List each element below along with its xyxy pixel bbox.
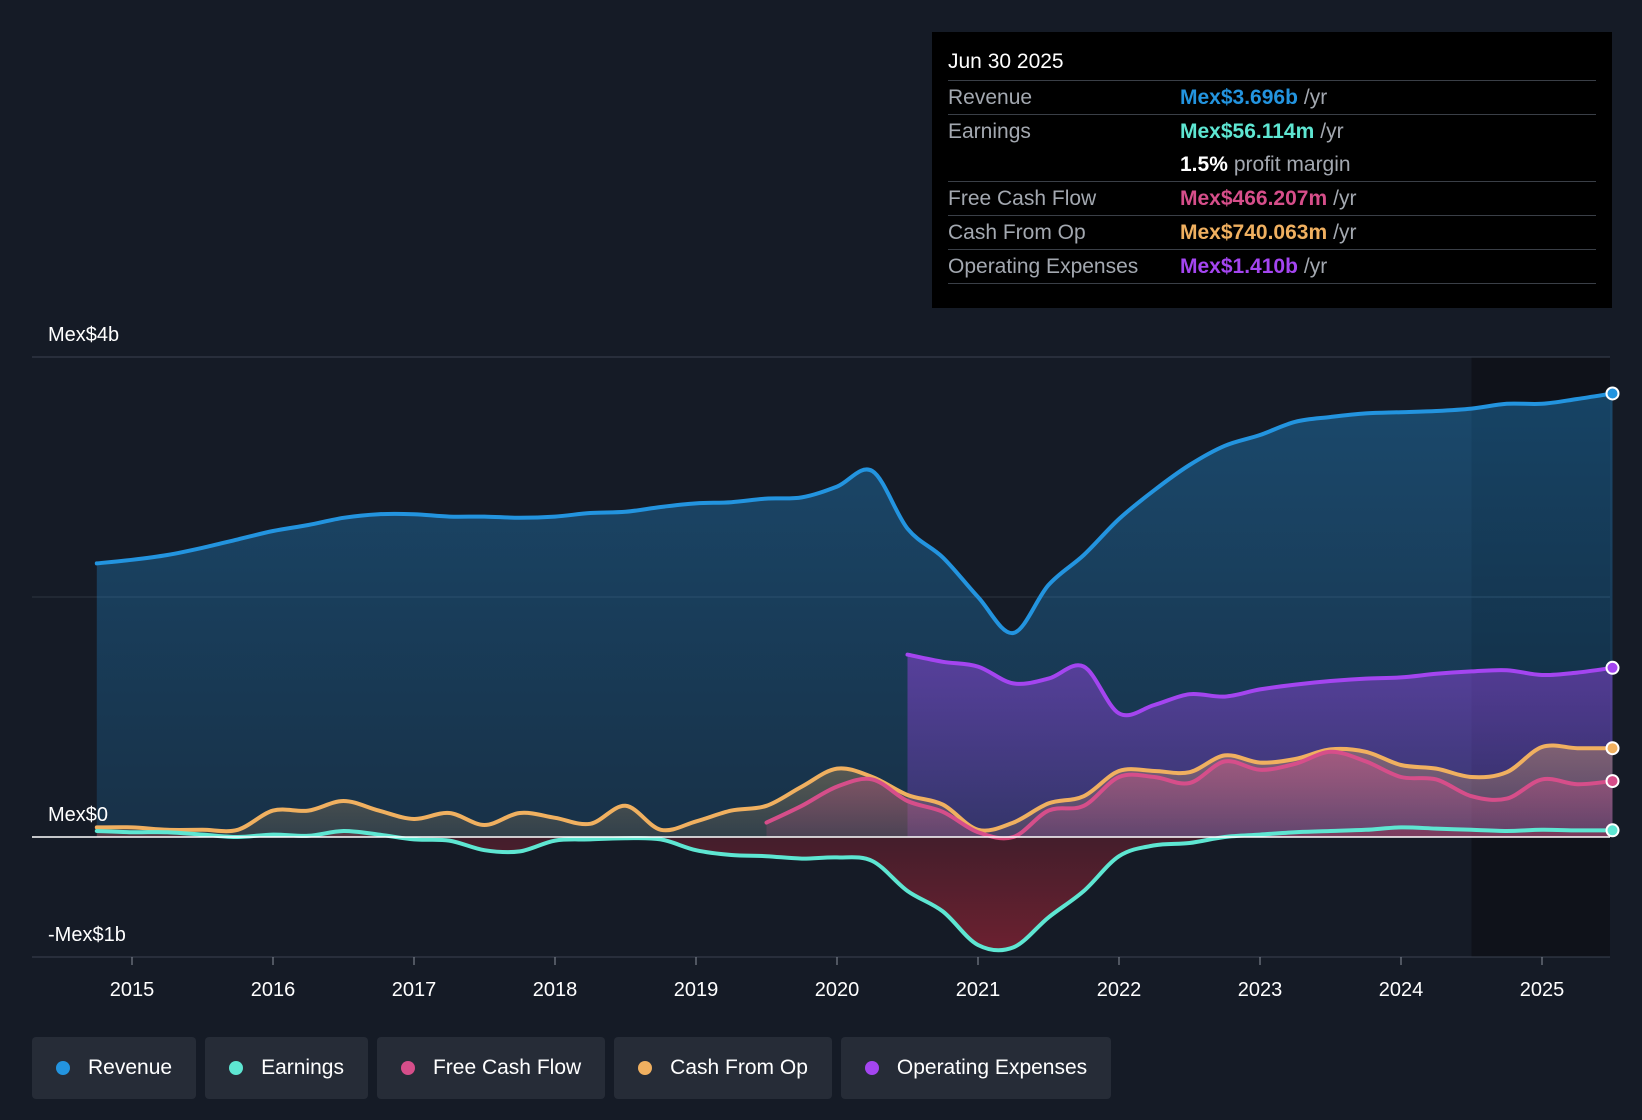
- x-tick-label: 2024: [1379, 979, 1424, 1001]
- tooltip-label: Free Cash Flow: [948, 187, 1097, 210]
- tooltip-row-free-cash-flow: Free Cash Flow Mex$466.207m /yr: [948, 181, 1596, 215]
- x-tick-label: 2022: [1097, 979, 1142, 1001]
- tooltip-unit: profit margin: [1233, 153, 1351, 176]
- legend-item-free-cash-flow[interactable]: Free Cash Flow: [376, 1037, 606, 1099]
- x-tick-label: 2021: [956, 979, 1001, 1001]
- tooltip-unit: /yr: [1333, 187, 1357, 210]
- tooltip-value: Mex$1.410b: [1180, 255, 1298, 278]
- legend-label: Revenue: [88, 1056, 173, 1079]
- x-tick-label: 2020: [815, 979, 860, 1001]
- revenue-endpoint: [1605, 386, 1620, 401]
- legend-item-revenue[interactable]: Revenue: [32, 1037, 197, 1099]
- x-tick-label: 2019: [674, 979, 719, 1001]
- tooltip-unit: /yr: [1320, 120, 1344, 143]
- revenue-line: [94, 391, 1615, 635]
- x-tick-label: 2015: [110, 979, 155, 1001]
- legend-label: Free Cash Flow: [432, 1056, 582, 1079]
- tooltip-row-cash-from-op: Cash From Op Mex$740.063m /yr: [948, 215, 1596, 249]
- x-tick-label: 2017: [392, 979, 437, 1001]
- cash-from-op-line: [94, 743, 1615, 834]
- earnings-endpoint: [1605, 823, 1620, 838]
- tooltip-label: Revenue: [948, 86, 1033, 109]
- legend-dot-icon: [864, 1061, 879, 1075]
- x-tick-label: 2023: [1238, 979, 1283, 1001]
- tooltip-label: Cash From Op: [948, 221, 1086, 244]
- legend-label: Cash From Op: [670, 1056, 808, 1079]
- x-tick-label: 2016: [251, 979, 296, 1001]
- earnings-line: [94, 825, 1615, 953]
- tooltip-row-profit-margin: 1.5% profit margin: [948, 148, 1596, 181]
- legend-label: Earnings: [261, 1056, 344, 1079]
- legend-dot-icon: [229, 1061, 244, 1075]
- free-cash-flow-area: [766, 751, 1613, 839]
- operating-expenses-endpoint: [1605, 660, 1620, 675]
- legend-item-earnings[interactable]: Earnings: [205, 1037, 368, 1099]
- financial-chart: Mex$4b Mex$0 -Mex$1b 2015 2016 2017 2018 201…: [32, 324, 1620, 1001]
- tooltip-label: Earnings: [948, 120, 1031, 143]
- cash-from-op-endpoint: [1605, 741, 1620, 756]
- tooltip-date: Jun 30 2025: [948, 50, 1064, 73]
- legend-item-cash-from-op[interactable]: Cash From Op: [614, 1037, 832, 1099]
- tooltip-value: Mex$740.063m: [1180, 221, 1328, 244]
- tooltip-unit: /yr: [1303, 255, 1328, 278]
- tooltip-panel: Jun 30 2025 Revenue Mex$3.696b /yr Earni…: [932, 32, 1612, 308]
- legend: Revenue Earnings Free Cash Flow Cash Fro…: [32, 1037, 1120, 1099]
- tooltip-row-revenue: Revenue Mex$3.696b /yr: [948, 80, 1596, 114]
- x-tick-label: 2018: [533, 979, 578, 1001]
- tooltip-unit: /yr: [1333, 221, 1357, 244]
- series-layer: [94, 391, 1615, 953]
- tooltip-row-earnings: Earnings Mex$56.114m /yr: [948, 114, 1596, 148]
- operating-expenses-line: [905, 652, 1615, 718]
- tooltip-value: Mex$466.207m: [1180, 187, 1328, 210]
- tooltip-value: 1.5%: [1180, 153, 1228, 176]
- y-axis-label-top: Mex$4b: [48, 324, 119, 346]
- legend-dot-icon: [638, 1061, 653, 1075]
- legend-label: Operating Expenses: [896, 1056, 1088, 1079]
- tooltip-value: Mex$56.114m: [1180, 120, 1315, 143]
- tooltip-label: Operating Expenses: [948, 255, 1139, 278]
- x-tick-label: 2025: [1520, 979, 1565, 1001]
- earnings-area: [96, 827, 1613, 951]
- endpoint-layer: [1605, 386, 1620, 838]
- tooltip-row-operating-expenses: Operating Expenses Mex$1.410b /yr: [948, 249, 1596, 284]
- x-axis-ticks: 2015 2016 2017 2018 2019 2020 2021 2022 2023 2024…: [110, 957, 1565, 1001]
- y-axis-label-zero: Mex$0: [48, 804, 108, 826]
- tooltip-label: [948, 148, 1180, 181]
- tooltip-value: Mex$3.696b: [1180, 86, 1298, 109]
- legend-dot-icon: [400, 1061, 415, 1075]
- tooltip-unit: /yr: [1303, 86, 1328, 109]
- free-cash-flow-endpoint: [1605, 774, 1620, 789]
- legend-item-operating-expenses[interactable]: Operating Expenses: [840, 1037, 1112, 1099]
- free-cash-flow-line: [764, 749, 1615, 841]
- legend-dot-icon: [56, 1061, 70, 1075]
- y-axis-label-bottom: -Mex$1b: [48, 924, 126, 946]
